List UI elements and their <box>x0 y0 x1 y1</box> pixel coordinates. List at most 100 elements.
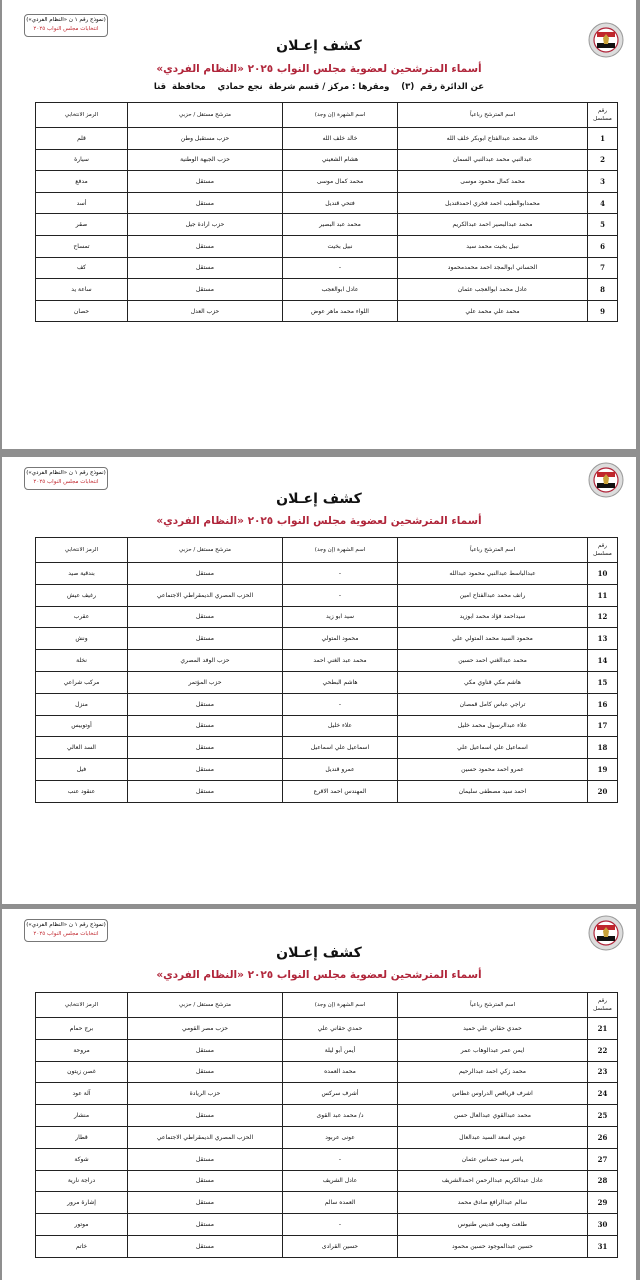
table-row: 7 الحساني ابوالمجد احمد محمدمحمود - مستقل كف <box>35 256 618 280</box>
alias-cell: محمود المتولي <box>282 627 398 651</box>
column-header-symbol: الرمز الانتخابي <box>35 537 128 563</box>
affiliation-cell: مستقل <box>127 692 283 716</box>
table-row: 20 احمد سيد مصطفى سليمان المهندس احمد الاق… <box>35 779 618 803</box>
alias-cell: محمد العمده <box>282 1060 398 1084</box>
symbol-cell: غصن زيتون <box>35 1060 128 1084</box>
alias-cell: نبيل بخيت <box>282 234 398 258</box>
candidate-name-cell: عبدالباسط عبدالنبي محمود عبدالله <box>397 562 588 585</box>
badge-line1: (نموذج رقم ١ ن «النظام الفردي») <box>26 922 106 928</box>
symbol-cell: بندقية صيد <box>35 562 128 585</box>
candidate-name-cell: محمد كمال محمود موسى <box>397 170 588 193</box>
symbol-cell: حصان <box>35 299 128 323</box>
serial-cell: 31 <box>587 1234 618 1258</box>
alias-cell: العمده سالم <box>282 1191 398 1215</box>
badge-line2: انتخابات مجلس النواب ٢٠٢٥ <box>33 931 99 937</box>
serial-cell: 15 <box>587 670 618 694</box>
badge-line2: انتخابات مجلس النواب ٢٠٢٥ <box>33 26 99 32</box>
table-row: 1 خالد محمد عبدالفتاح ابوبكر خلف الله خالد… <box>35 127 618 150</box>
serial-cell: 9 <box>587 299 618 323</box>
alias-cell: حمدي حقاني علي <box>282 1017 398 1040</box>
affiliation-cell: مستقل <box>127 1213 283 1236</box>
column-header-candidate-name: اسم المترشح رباعياً <box>397 537 588 563</box>
alias-cell: هشام الشعيني <box>282 148 398 172</box>
serial-cell: 5 <box>587 213 618 236</box>
table-row: 15 هاشم مكي قناوي مكي هاشم البطحي حزب المؤت… <box>35 670 618 694</box>
serial-cell: 26 <box>587 1125 618 1149</box>
serial-cell: 1 <box>587 127 618 150</box>
affiliation-cell: مستقل <box>127 1169 283 1193</box>
candidate-name-cell: احمد سيد مصطفى سليمان <box>397 779 588 803</box>
serial-cell: 19 <box>587 758 618 781</box>
affiliation-cell: مستقل <box>127 627 283 651</box>
candidate-name-cell: نبيل بخيت محمد سيد <box>397 234 588 258</box>
table-row: 24 اشرف قرياقص الدراوس غطاس أشرف سركس حزب ا… <box>35 1082 618 1106</box>
candidate-name-cell: خالد محمد عبدالفتاح ابوبكر خلف الله <box>397 127 588 150</box>
table-header-row: رقم مسلسل اسم المترشح رباعياً اسم الشهرة (… <box>35 537 618 563</box>
serial-cell: 21 <box>587 1017 618 1040</box>
document-title: كشف إعـلان <box>276 38 362 54</box>
table-row: 8 عادل محمد ابوالعجب عثمان عادل ابوالعجب مس… <box>35 278 618 301</box>
alias-cell: - <box>282 583 398 607</box>
column-header-serial: رقم مسلسل <box>587 102 618 128</box>
candidates-table: رقم مسلسل اسم المترشح رباعياً اسم الشهرة (… <box>35 992 618 1258</box>
table-row: 29 سالم عبدالرافع صادق محمد العمده سالم مست… <box>35 1191 618 1215</box>
document-title: كشف إعـلان <box>276 945 362 961</box>
affiliation-cell: مستقل <box>127 562 283 585</box>
candidate-name-cell: محمد عبدالغني احمد حسين <box>397 649 588 672</box>
table-row: 5 محمد عبدالبصير احمد عبدالكريم محمد عبد ا… <box>35 213 618 236</box>
symbol-cell: مروحة <box>35 1038 128 1062</box>
alias-cell: محمد عبد الغني احمد <box>282 649 398 672</box>
affiliation-cell: حزب مستقبل وطن <box>127 127 283 150</box>
symbol-cell: قلم <box>35 127 128 150</box>
affiliation-cell: مستقل <box>127 605 283 629</box>
serial-cell: 11 <box>587 583 618 607</box>
column-header-alias: اسم الشهرة (إن وجد) <box>282 102 398 128</box>
alias-cell: حسين القرادى <box>282 1234 398 1258</box>
candidate-name-cell: عبدالنبي محمد عبدالنبي السمان <box>397 148 588 172</box>
document-subtitle: أسماء المترشحين لعضوية مجلس النواب ٢٠٢٥ … <box>156 969 482 981</box>
alias-cell: عمرو قنديل <box>282 758 398 781</box>
alias-cell: عونى عربود <box>282 1125 398 1149</box>
affiliation-cell: مستقل <box>127 758 283 781</box>
symbol-cell: أسد <box>35 191 128 215</box>
column-header-affiliation: مترشح مستقل / حزبي <box>127 992 283 1018</box>
candidate-name-cell: عادل محمد ابوالعجب عثمان <box>397 278 588 301</box>
serial-cell: 4 <box>587 191 618 215</box>
affiliation-cell: مستقل <box>127 170 283 193</box>
symbol-cell: أوتوبيس <box>35 714 128 738</box>
table-row: 6 نبيل بخيت محمد سيد نبيل بخيت مستقل تمساح <box>35 234 618 258</box>
affiliation-cell: مستقل <box>127 1060 283 1084</box>
affiliation-cell: مستقل <box>127 234 283 258</box>
affiliation-cell: حزب العدل <box>127 299 283 323</box>
table-row: 2 عبدالنبي محمد عبدالنبي السمان هشام الشعي… <box>35 148 618 172</box>
alias-cell: عادل الشريف <box>282 1169 398 1193</box>
affiliation-cell: مستقل <box>127 736 283 760</box>
table-row: 11 رانف محمد عبدالفتاح امين - الحزب المصري … <box>35 583 618 607</box>
alias-cell: هاشم البطحي <box>282 670 398 694</box>
symbol-cell: عنقود عنب <box>35 779 128 803</box>
serial-cell: 23 <box>587 1060 618 1084</box>
form-badge: (نموذج رقم ١ ن «النظام الفردي») انتخابات … <box>24 467 108 490</box>
alias-cell: د/ محمد عبد القوى <box>282 1104 398 1127</box>
table-row: 21 حمدي حقاني علي حميد حمدي حقاني علي حزب م… <box>35 1017 618 1040</box>
table-row: 12 سيداحمد فؤاد محمد ابوزيد سيد ابو زيد مست… <box>35 605 618 629</box>
symbol-cell: ساعة يد <box>35 278 128 301</box>
candidate-name-cell: تراجي عباس كامل قمصان <box>397 692 588 716</box>
alias-cell: - <box>282 692 398 716</box>
column-header-serial: رقم مسلسل <box>587 992 618 1018</box>
column-header-affiliation: مترشح مستقل / حزبي <box>127 102 283 128</box>
serial-cell: 27 <box>587 1147 618 1171</box>
badge-line2: انتخابات مجلس النواب ٢٠٢٥ <box>33 479 99 485</box>
serial-cell: 17 <box>587 714 618 738</box>
alias-cell: المهندس احمد الاقرع <box>282 779 398 803</box>
badge-line1: (نموذج رقم ١ ن «النظام الفردي») <box>26 17 106 23</box>
affiliation-cell: حزب ارادة جيل <box>127 213 283 236</box>
candidate-name-cell: اسماعيل علي اسماعيل علي <box>397 736 588 760</box>
symbol-cell: عقرب <box>35 605 128 629</box>
table-row: 26 عوني اسعد السيد عبدالعال عونى عربود الحز… <box>35 1125 618 1149</box>
table-row: 27 ياسر سيد حسانين عثمان - مستقل شوكة <box>35 1147 618 1171</box>
alias-cell: أيمن أبو ليلة <box>282 1038 398 1062</box>
table-row: 19 عمرو احمد محمود حسين عمرو قنديل مستقل فيل <box>35 758 618 781</box>
serial-cell: 28 <box>587 1169 618 1193</box>
form-badge: (نموذج رقم ١ ن «النظام الفردي») انتخابات … <box>24 919 108 942</box>
